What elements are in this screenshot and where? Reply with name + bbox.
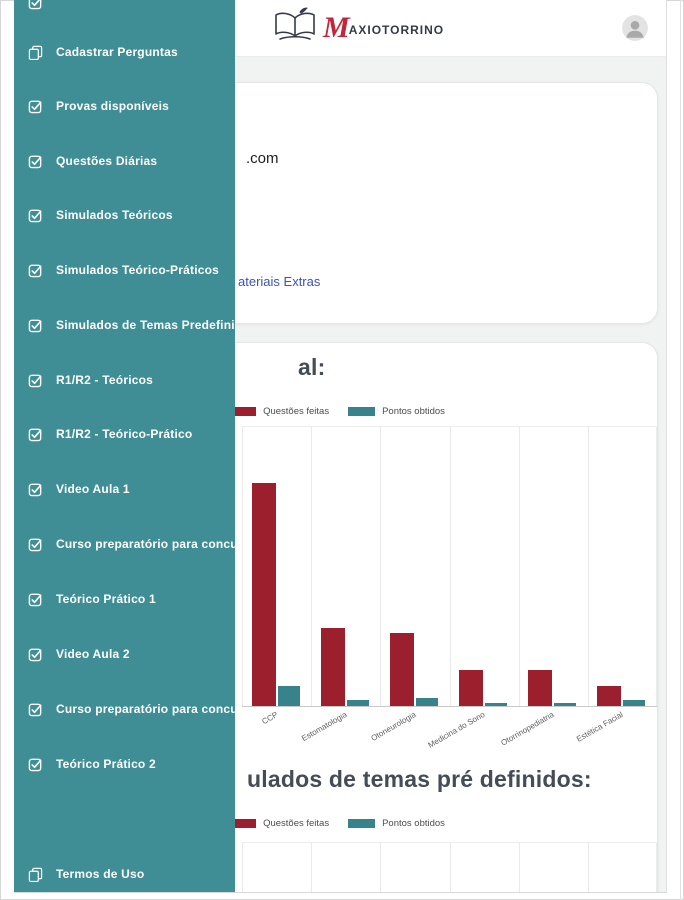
bar-questoes-feitas[interactable] [528,669,553,706]
gridline [449,843,451,892]
gridline [242,427,243,706]
gridline [380,843,382,892]
gridline [518,843,520,892]
sidebar-item-video-aula-2[interactable]: Video Aula 2 [14,645,235,663]
checkbox-icon [28,263,43,278]
predefined-legend: Questões feitas Pontos obtidos [30,818,656,829]
gridline [587,427,589,706]
scrollbar[interactable] [680,0,681,900]
performance-legend: Questões feitas Pontos obtidos [30,406,656,417]
performance-chart-plot: CCP Estomatologia Otoneurologia Medicina do… [242,426,657,750]
sidebar-item-curso-preparat-rio-para-concurso[interactable]: Curso preparatório para concurso [14,700,235,718]
sidebar-item-label: R1/R2 - Teóricos [56,373,154,387]
legend-swatch-pontos-icon [348,819,376,828]
sidebar-item-label: Simulados de Temas Predefinidos [56,318,235,332]
logo-letter-m: M [323,11,350,44]
sidebar-item-r1-r2-te-ricos[interactable]: R1/R2 - Teóricos [14,371,235,389]
bar-questoes-feitas[interactable] [251,482,276,706]
legend-label-questoes: Questões feitas [263,406,330,417]
sidebar-item-label: Curso preparatório para concurso [56,702,235,716]
checkbox-icon [28,647,43,662]
legend-swatch-questoes-icon [229,407,257,416]
sidebar-item-simulados-te-rico-pr-ticos[interactable]: Simulados Teórico-Práticos [14,261,235,279]
predefined-heading: ulados de temas pré definidos: [247,766,592,792]
sidebar-item-curso-preparat-rio-para-concurso[interactable]: Curso preparatório para concurso [14,535,235,553]
sidebar-item-provas-dispon-veis[interactable]: Provas disponíveis [14,97,235,115]
user-email: .com [246,150,279,167]
logo-wordmark: AXIOTORRINO [348,23,445,37]
checkbox-icon [28,0,43,10]
sidebar-item-label: Video Aula 1 [56,482,130,496]
bar-questoes-feitas[interactable] [597,686,622,706]
legend-label-questoes: Questões feitas [263,818,330,829]
sidebar-item-r1-r2-te-rico-pr-tico[interactable]: R1/R2 - Teórico-Prático [14,425,235,443]
sidebar-item-label: Teórico Prático 1 [56,592,156,606]
legend-label-pontos: Pontos obtidos [382,406,445,417]
materials-extras-link[interactable]: ateriais Extras [238,274,321,289]
bar-pontos-obtidos[interactable] [485,703,508,706]
predefined-chart-plot [242,842,657,892]
bar-pontos-obtidos[interactable] [346,700,369,706]
bar-pontos-obtidos[interactable] [554,703,577,706]
checkbox-icon [28,537,43,552]
sidebar-item-label: Simulados Teórico-Práticos [56,263,220,277]
bar-pontos-obtidos[interactable] [623,700,646,706]
gridline [380,427,382,706]
checkbox-icon [28,592,43,607]
checkbox-icon [28,482,43,497]
sidebar-item-label: Teórico Prático 2 [56,757,156,771]
performance-heading: al: [298,354,326,380]
sidebar-item-label: Simulados Teóricos [56,208,173,222]
sidebar-item-label: Curso preparatório para concurso [56,537,235,551]
checkbox-icon [28,99,43,114]
sidebar-item-quest-es-di-rias[interactable]: Questões Diárias [14,152,235,170]
sidebar-item-te-rico-pr-tico-1[interactable]: Teórico Prático 1 [14,590,235,608]
logo[interactable]: M AXIOTORRINO [272,7,444,49]
gridline [587,843,589,892]
sidebar-item-label: Video Aula 2 [56,647,130,661]
sidebar-item-label: R1/R2 - Teórico-Prático [56,427,193,441]
sidebar-item-termos-de-uso[interactable]: Termos de Uso [14,865,235,883]
sidebar-item-label: Cadastrar Perguntas [56,45,178,59]
legend-swatch-questoes-icon [229,819,257,828]
checkbox-icon [28,154,43,169]
gridline [656,427,657,706]
sidebar-item-video-aula-1[interactable]: Video Aula 1 [14,480,235,498]
copy-icon [28,45,43,60]
checkbox-icon [28,757,43,772]
bar-questoes-feitas[interactable] [320,627,345,706]
checkbox-icon [28,427,43,442]
checkbox-icon [28,318,43,333]
checkbox-icon [28,373,43,388]
copy-icon [28,867,43,882]
bar-questoes-feitas[interactable] [389,633,414,706]
sidebar-item-cadastrar-perguntas[interactable]: Cadastrar Perguntas [14,43,235,61]
sidebar-item-label: Provas disponíveis [56,99,169,113]
gridline [311,427,313,706]
legend-swatch-pontos-icon [348,407,376,416]
legend-label-pontos: Pontos obtidos [382,818,445,829]
gridline [656,843,657,892]
sidebar-item-te-rico-pr-tico-2[interactable]: Teórico Prático 2 [14,755,235,773]
gridline [242,843,243,892]
gridline [311,843,313,892]
book-logo-icon [272,6,318,51]
sidebar-item-label: Termos de Uso [56,867,145,881]
checkbox-icon [28,702,43,717]
gridline [518,427,520,706]
avatar[interactable] [622,15,648,41]
sidebar-item-simulados-te-ricos[interactable]: Simulados Teóricos [14,206,235,224]
bar-questoes-feitas[interactable] [459,669,484,706]
sidebar-item-label: Questões Diárias [56,154,158,168]
bar-pontos-obtidos[interactable] [415,697,438,706]
app-frame: M AXIOTORRINO .com ateriais Extras al: Q… [14,0,667,893]
bar-pontos-obtidos[interactable] [277,686,300,706]
checkbox-icon [28,208,43,223]
sidebar-item-item-0[interactable] [14,0,235,11]
sidebar: Cadastrar Perguntas Provas disponíveis Que… [14,0,235,892]
sidebar-item-simulados-de-temas-predefinidos[interactable]: Simulados de Temas Predefinidos [14,316,235,334]
gridline [449,427,451,706]
